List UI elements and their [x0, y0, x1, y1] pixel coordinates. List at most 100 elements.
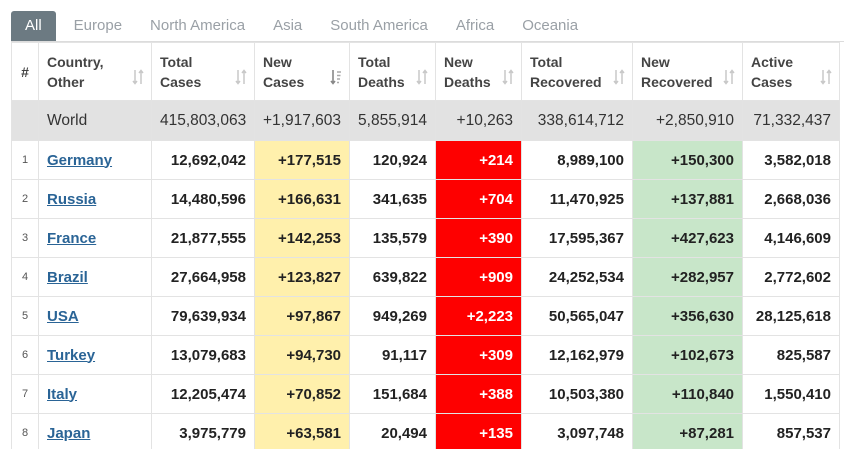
total-deaths-cell: 639,822 [349, 257, 436, 297]
column-header-label: Total Recovered [530, 53, 602, 90]
country-cell: Brazil [38, 257, 152, 297]
new-cases-cell: +123,827 [254, 257, 350, 297]
tab-africa[interactable]: Africa [455, 17, 495, 34]
new-recovered-cell: +2,850,910 [632, 100, 743, 141]
column-header-total-recovered[interactable]: Total Recovered [521, 42, 633, 101]
country-cell: USA [38, 296, 152, 336]
country-link[interactable]: USA [47, 307, 79, 325]
column-header-active-cases[interactable]: Active Cases [742, 42, 840, 101]
table-row: 8 Japan 3,975,779 +63,581 20,494 +135 3,097,74… [11, 413, 840, 449]
new-deaths-cell: +309 [435, 335, 522, 375]
country-link[interactable]: Turkey [47, 346, 96, 364]
column-header-new-recovered[interactable]: New Recovered [632, 42, 743, 101]
country-cell: Germany [38, 140, 152, 180]
rank-cell: 5 [11, 296, 39, 336]
new-deaths-cell: +909 [435, 257, 522, 297]
column-header-label: Total Deaths [358, 53, 405, 90]
sort-arrows-icon[interactable] [416, 69, 428, 85]
column-header-country[interactable]: Country, Other [38, 42, 152, 101]
total-recovered-cell: 11,470,925 [521, 179, 633, 219]
tab-oceania[interactable]: Oceania [522, 17, 579, 34]
sort-arrows-icon[interactable] [235, 69, 247, 85]
total-deaths-cell: 120,924 [349, 140, 436, 180]
new-cases-cell: +166,631 [254, 179, 350, 219]
rank-cell: 7 [11, 374, 39, 414]
active-cases-cell: 2,668,036 [742, 179, 840, 219]
rank-cell: 8 [11, 413, 39, 449]
new-cases-cell: +1,917,603 [254, 100, 350, 141]
new-recovered-cell: +427,623 [632, 218, 743, 258]
total-cases-cell: 12,692,042 [151, 140, 255, 180]
total-cases-cell: 21,877,555 [151, 218, 255, 258]
new-cases-cell: +142,253 [254, 218, 350, 258]
new-deaths-cell: +390 [435, 218, 522, 258]
total-deaths-cell: 20,494 [349, 413, 436, 449]
sort-arrows-icon[interactable] [723, 69, 735, 85]
country-link[interactable]: Italy [47, 385, 78, 403]
total-deaths-cell: 135,579 [349, 218, 436, 258]
rank-cell: 3 [11, 218, 39, 258]
total-cases-cell: 13,079,683 [151, 335, 255, 375]
total-recovered-cell: 8,989,100 [521, 140, 633, 180]
column-header-rank[interactable]: # [11, 42, 39, 101]
country-link[interactable]: Brazil [47, 268, 88, 286]
rank-cell: 1 [11, 140, 39, 180]
active-cases-cell: 857,537 [742, 413, 840, 449]
country-link[interactable]: Japan [47, 424, 91, 442]
rank-cell: 6 [11, 335, 39, 375]
new-recovered-cell: +110,840 [632, 374, 743, 414]
rank-cell [11, 100, 39, 141]
table-row: 4 Brazil 27,664,958 +123,827 639,822 +909 24,2… [11, 257, 840, 297]
total-recovered-cell: 12,162,979 [521, 335, 633, 375]
active-cases-cell: 3,582,018 [742, 140, 840, 180]
column-header-total-cases[interactable]: Total Cases [151, 42, 255, 101]
new-recovered-cell: +356,630 [632, 296, 743, 336]
total-cases-cell: 3,975,779 [151, 413, 255, 449]
country-link[interactable]: France [47, 229, 97, 247]
column-header-total-deaths[interactable]: Total Deaths [349, 42, 436, 101]
active-cases-cell: 28,125,618 [742, 296, 840, 336]
country-cell: Italy [38, 374, 152, 414]
new-recovered-cell: +102,673 [632, 335, 743, 375]
total-recovered-cell: 3,097,748 [521, 413, 633, 449]
column-header-new-deaths[interactable]: New Deaths [435, 42, 522, 101]
tab-south-america[interactable]: South America [330, 17, 428, 34]
table-body: World 415,803,063 +1,917,603 5,855,914 +… [11, 100, 840, 449]
total-deaths-cell: 5,855,914 [349, 100, 436, 141]
tab-asia[interactable]: Asia [273, 17, 303, 34]
sort-arrows-icon[interactable] [613, 69, 625, 85]
column-header-label: New Cases [263, 53, 305, 90]
new-deaths-cell: +2,223 [435, 296, 522, 336]
total-recovered-cell: 338,614,712 [521, 100, 633, 141]
rank-cell: 4 [11, 257, 39, 297]
total-deaths-cell: 91,117 [349, 335, 436, 375]
country-link[interactable]: Russia [47, 190, 97, 208]
new-deaths-cell: +135 [435, 413, 522, 449]
table-row: 3 France 21,877,555 +142,253 135,579 +390 17,5… [11, 218, 840, 258]
table-row: 6 Turkey 13,079,683 +94,730 91,117 +309 12,162… [11, 335, 840, 375]
total-recovered-cell: 17,595,367 [521, 218, 633, 258]
new-deaths-cell: +704 [435, 179, 522, 219]
table-row: 7 Italy 12,205,474 +70,852 151,684 +388 10,503… [11, 374, 840, 414]
sort-arrows-icon[interactable] [132, 69, 144, 85]
country-cell: France [38, 218, 152, 258]
new-deaths-cell: +10,263 [435, 100, 522, 141]
column-header-label: # [21, 63, 29, 80]
tab-north-america[interactable]: North America [150, 17, 246, 34]
tab-europe[interactable]: Europe [73, 17, 123, 34]
column-header-label: Active Cases [751, 53, 794, 90]
active-cases-cell: 71,332,437 [742, 100, 840, 141]
column-header-label: New Recovered [641, 53, 713, 90]
country-link[interactable]: Germany [47, 151, 113, 169]
new-recovered-cell: +87,281 [632, 413, 743, 449]
sort-arrows-icon[interactable] [502, 69, 514, 85]
sort-descending-icon[interactable] [330, 69, 342, 85]
table-row: 2 Russia 14,480,596 +166,631 341,635 +704 11,4… [11, 179, 840, 219]
sort-arrows-icon[interactable] [820, 69, 832, 85]
new-cases-cell: +63,581 [254, 413, 350, 449]
world-total-row: World 415,803,063 +1,917,603 5,855,914 +… [11, 100, 840, 141]
total-cases-cell: 27,664,958 [151, 257, 255, 297]
tab-all[interactable]: All [11, 11, 56, 41]
active-cases-cell: 1,550,410 [742, 374, 840, 414]
column-header-new-cases[interactable]: New Cases [254, 42, 350, 101]
